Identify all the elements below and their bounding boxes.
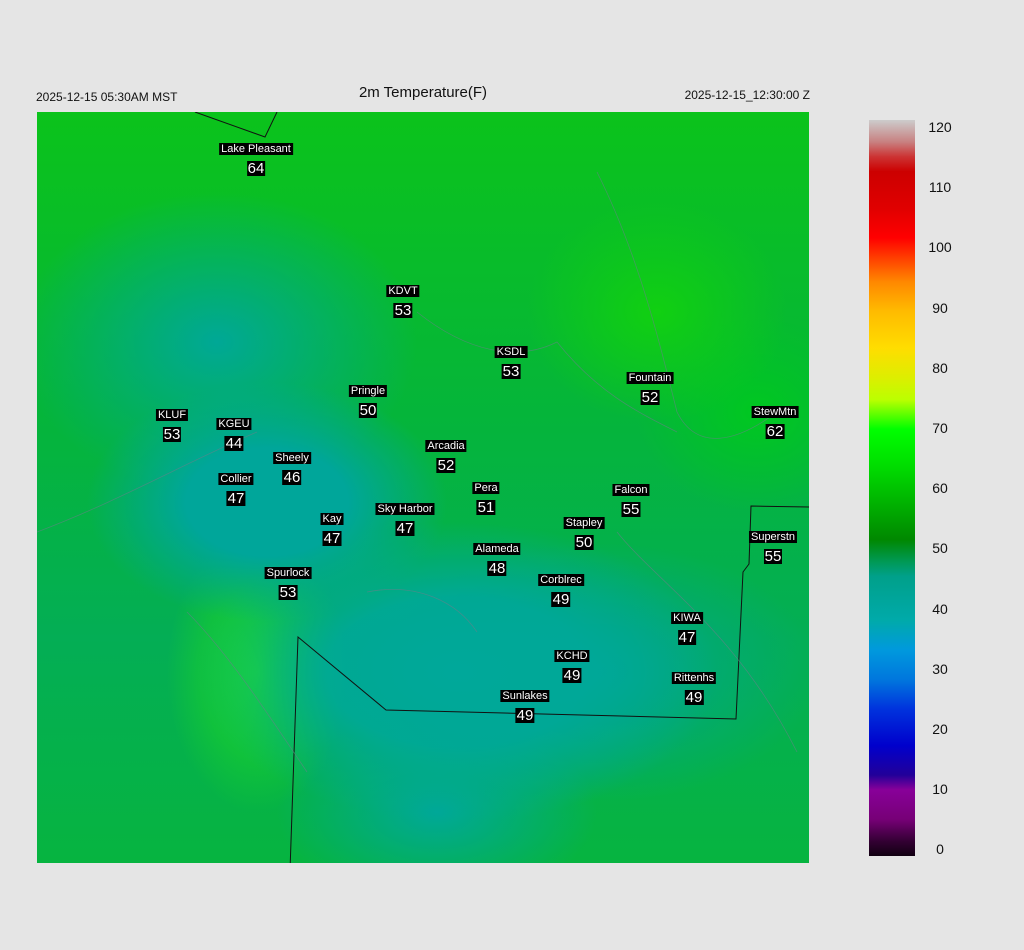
colorbar-tick-label: 20	[932, 721, 948, 737]
station-value: 52	[640, 389, 660, 406]
station-value: 49	[684, 689, 704, 706]
station-kluf: KLUF 53	[155, 405, 189, 443]
station-value: 47	[322, 530, 342, 547]
station-name: KSDL	[494, 346, 528, 358]
station-value: 51	[476, 499, 496, 516]
station-name: KDVT	[386, 285, 420, 297]
station-corblrec: Corblrec 49	[538, 570, 584, 607]
station-spurlock: Spurlock 53	[264, 563, 312, 601]
station-rittenhs: Rittenhs 49	[671, 668, 717, 706]
colorbar-tick-label: 110	[928, 179, 952, 196]
station-value: 50	[358, 402, 378, 419]
colorbar-tick-label: 120	[928, 119, 952, 135]
station-value: 52	[436, 457, 456, 474]
station-value: 47	[395, 520, 415, 537]
station-name: Rittenhs	[671, 672, 717, 684]
station-falcon: Falcon 55	[612, 480, 650, 518]
station-kchd: KCHD 49	[554, 646, 590, 684]
colorbar-tick-label: 50	[932, 540, 948, 557]
station-fountain: Fountain 52	[626, 368, 674, 406]
station-value: 49	[515, 707, 535, 724]
station-name: KGEU	[216, 418, 252, 430]
colorbar-tick-label: 70	[932, 420, 948, 436]
station-value: 44	[224, 435, 244, 452]
station-value: 47	[677, 629, 697, 646]
station-name: Arcadia	[425, 440, 467, 452]
map-title: 2m Temperature(F)	[358, 84, 488, 101]
station-name: Lake Pleasant	[219, 143, 293, 155]
colorbar	[869, 120, 915, 856]
station-ksdl: KSDL 53	[494, 342, 528, 380]
station-sky-harbor: Sky Harbor 47	[375, 499, 435, 537]
station-kiwa: KIWA 47	[671, 608, 703, 645]
station-name: Sky Harbor	[375, 503, 435, 515]
local-time: 2025-12-15 05:30AM MST	[36, 90, 178, 104]
colorbar-tick-label: 40	[932, 600, 948, 617]
station-name: Sunlakes	[500, 690, 550, 702]
station-value: 48	[487, 560, 507, 577]
station-name: Falcon	[612, 484, 650, 496]
station-kgeu: KGEU 44	[216, 414, 252, 452]
station-value: 55	[763, 548, 783, 565]
station-value: 46	[282, 469, 302, 486]
station-name: KIWA	[671, 612, 703, 624]
station-value: 55	[621, 501, 641, 518]
station-name: Corblrec	[538, 574, 584, 586]
colorbar-tick-label: 60	[932, 480, 948, 497]
station-stewmtn: StewMtn 62	[751, 402, 799, 440]
colorbar-tick-label: 80	[932, 359, 948, 376]
station-value: 64	[246, 160, 266, 177]
station-stapley: Stapley 50	[563, 513, 605, 551]
boundary-lines	[37, 112, 809, 863]
station-name: Collier	[218, 473, 254, 485]
station-superstn: Superstn 55	[748, 527, 798, 565]
station-name: KCHD	[554, 650, 590, 662]
temperature-map	[37, 112, 809, 863]
station-lake-pleasant: Lake Pleasant 64	[219, 139, 293, 176]
station-sheely: Sheely 46	[273, 448, 311, 485]
utc-time: 2025-12-15_12:30:00 Z	[684, 88, 810, 102]
station-kdvt: KDVT 53	[386, 281, 420, 319]
station-pringle: Pringle 50	[348, 381, 388, 419]
station-pera: Pera 51	[472, 478, 500, 516]
station-kay: Kay 47	[320, 509, 344, 547]
station-value: 49	[551, 591, 571, 608]
station-alameda: Alameda 48	[473, 539, 521, 577]
station-name: Alameda	[473, 543, 521, 555]
station-name: Spurlock	[264, 567, 312, 579]
station-name: StewMtn	[751, 406, 799, 418]
station-name: Fountain	[626, 372, 674, 384]
station-arcadia: Arcadia 52	[425, 436, 467, 474]
station-value: 53	[501, 363, 521, 380]
station-sunlakes: Sunlakes 49	[500, 686, 550, 724]
station-name: Superstn	[748, 531, 798, 543]
colorbar-tick-label: 90	[932, 299, 948, 316]
station-name: Pera	[472, 482, 500, 494]
station-name: Sheely	[273, 452, 311, 464]
station-collier: Collier 47	[218, 469, 254, 507]
colorbar-tick-label: 0	[936, 841, 944, 858]
station-name: KLUF	[155, 409, 189, 421]
station-name: Stapley	[563, 517, 605, 529]
station-name: Kay	[320, 513, 344, 525]
colorbar-tick-label: 10	[932, 781, 948, 798]
station-value: 53	[278, 584, 298, 601]
station-value: 53	[162, 426, 182, 443]
station-value: 50	[574, 534, 594, 551]
station-value: 62	[765, 423, 785, 440]
colorbar-tick-label: 100	[928, 239, 952, 256]
station-name: Pringle	[348, 385, 388, 397]
station-value: 49	[562, 667, 582, 684]
station-value: 53	[393, 302, 413, 319]
colorbar-tick-label: 30	[932, 660, 948, 677]
station-value: 47	[226, 490, 246, 507]
